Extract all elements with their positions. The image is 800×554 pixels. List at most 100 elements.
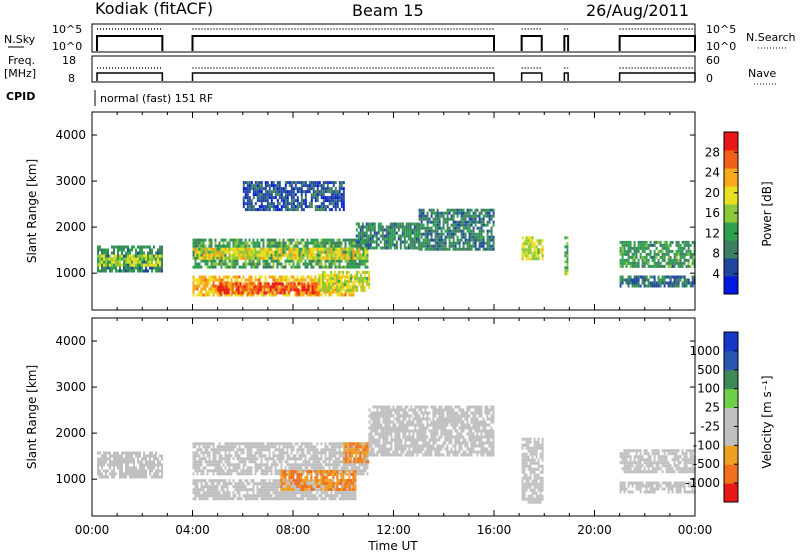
- data-cell: [426, 226, 429, 230]
- data-cell: [661, 252, 664, 256]
- data-cell: [125, 260, 127, 264]
- data-cell: [364, 247, 367, 251]
- data-cell: [488, 220, 491, 224]
- data-cell: [151, 257, 153, 261]
- data-cell: [260, 247, 263, 251]
- data-cell: [198, 275, 201, 279]
- data-cell: [226, 445, 229, 449]
- data-cell: [262, 241, 265, 245]
- data-cell: [208, 287, 211, 291]
- data-cell: [667, 255, 670, 259]
- data-cell: [278, 454, 281, 458]
- data-cell: [242, 205, 245, 209]
- data-cell: [242, 494, 245, 498]
- data-cell: [133, 257, 135, 261]
- data-cell: [296, 253, 299, 257]
- data-cell: [262, 463, 265, 467]
- data-cell: [198, 256, 201, 260]
- data-cell: [476, 220, 479, 224]
- data-cell: [448, 238, 451, 242]
- data-cell: [326, 259, 329, 263]
- data-cell: [338, 463, 341, 467]
- data-cell: [230, 262, 233, 266]
- data-cell: [324, 205, 327, 209]
- data-cell: [235, 285, 238, 289]
- data-cell: [131, 466, 133, 470]
- data-cell: [413, 231, 416, 235]
- data-cell: [236, 247, 239, 251]
- data-cell: [537, 254, 540, 258]
- data-cell: [308, 181, 311, 185]
- data-cell: [161, 466, 163, 470]
- data-cell: [476, 226, 479, 230]
- data-cell: [278, 494, 281, 498]
- data-cell: [107, 251, 109, 255]
- data-cell: [476, 238, 479, 242]
- data-cell: [101, 266, 103, 270]
- power-frame: [91, 111, 696, 311]
- data-cell: [521, 248, 524, 252]
- data-cell: [296, 448, 299, 452]
- data-cell: [438, 214, 441, 218]
- data-cell: [253, 291, 256, 295]
- data-cell: [265, 285, 268, 289]
- data-cell: [210, 278, 213, 282]
- cpid-value: normal (fast) 151 RF: [100, 92, 213, 105]
- data-cell: [346, 285, 349, 289]
- data-cell: [264, 278, 267, 282]
- data-cell: [258, 187, 261, 191]
- data-cell: [153, 472, 155, 476]
- data-cell: [119, 475, 121, 479]
- data-cell: [318, 262, 321, 266]
- data-cell: [338, 199, 341, 203]
- data-cell: [462, 223, 465, 227]
- data-cell: [312, 445, 315, 449]
- data-cell: [683, 243, 686, 247]
- data-cell: [332, 247, 335, 251]
- data-cell: [230, 265, 233, 269]
- data-cell: [296, 466, 299, 470]
- data-cell: [312, 466, 315, 470]
- data-cell: [141, 469, 143, 473]
- data-cell: [149, 472, 151, 476]
- data-cell: [248, 181, 251, 185]
- data-cell: [350, 290, 353, 294]
- data-cell: [240, 469, 243, 473]
- data-cell: [438, 238, 441, 242]
- data-cell: [675, 249, 678, 253]
- data-cell: [422, 217, 425, 221]
- data-cell: [278, 253, 281, 257]
- data-cell: [234, 253, 237, 257]
- data-cell: [303, 291, 306, 295]
- data-cell: [141, 463, 143, 467]
- data-cell: [460, 211, 463, 215]
- data-cell: [298, 190, 301, 194]
- data-cell: [206, 253, 209, 257]
- data-cell: [258, 262, 261, 266]
- data-cell: [298, 265, 301, 269]
- data-cell: [355, 228, 358, 232]
- data-cell: [316, 184, 319, 188]
- data-cell: [665, 240, 668, 244]
- data-cell: [344, 284, 347, 288]
- data-cell: [432, 229, 435, 233]
- data-cell: [276, 494, 279, 498]
- data-cell: [308, 278, 311, 282]
- data-cell: [206, 472, 209, 476]
- data-cell: [143, 251, 145, 255]
- data-cell: [316, 463, 319, 467]
- data-cell: [338, 187, 341, 191]
- data-cell: [268, 448, 271, 452]
- data-cell: [336, 285, 339, 289]
- data-cell: [264, 184, 267, 188]
- data-cell: [661, 278, 664, 282]
- data-cell: [226, 497, 229, 501]
- data-cell: [256, 494, 259, 498]
- data-cell: [488, 214, 491, 218]
- data-cell: [332, 193, 335, 197]
- data-cell: [635, 246, 638, 250]
- data-cell: [655, 246, 658, 250]
- data-cell: [272, 278, 275, 282]
- data-cell: [364, 238, 367, 242]
- data-cell: [196, 281, 199, 285]
